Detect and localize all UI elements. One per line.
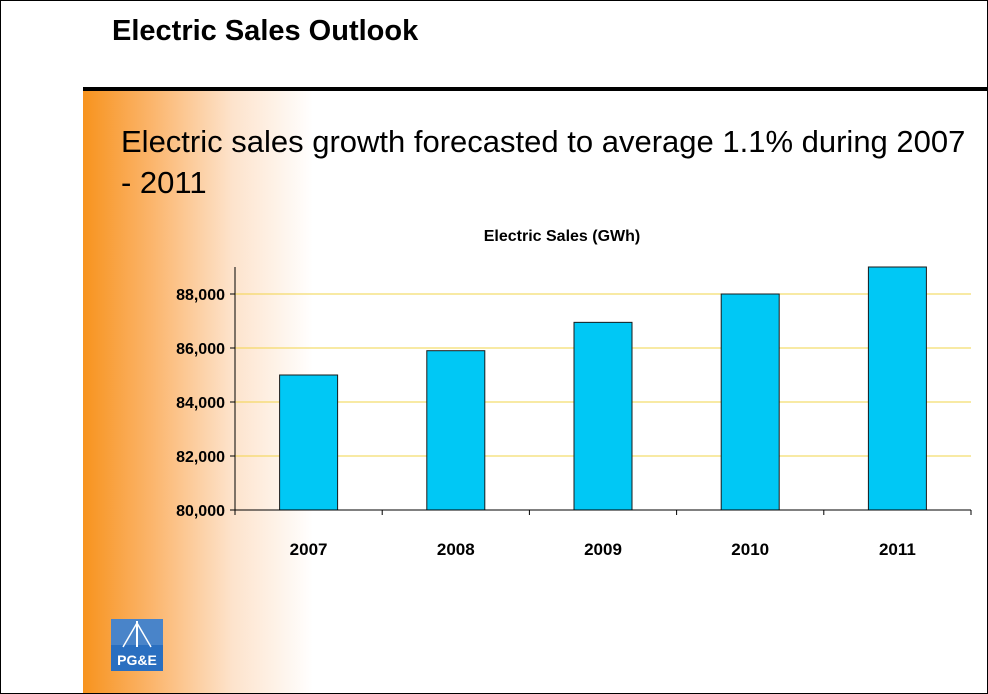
pge-logo: PG&E: [111, 619, 163, 671]
headline: Electric sales growth forecasted to aver…: [121, 124, 966, 200]
bar-2010: [720, 293, 780, 511]
svg-text:PG&E: PG&E: [117, 652, 157, 668]
bar-2009: [573, 321, 633, 511]
title-divider: [83, 87, 987, 91]
chart-title: Electric Sales (GWh): [484, 228, 641, 245]
slide-title: Electric Sales Outlook: [112, 15, 419, 47]
y-tick-label: 84,000: [176, 395, 225, 412]
y-tick-label: 80,000: [176, 503, 225, 520]
bar-2011: [867, 266, 927, 511]
bar-2008: [426, 350, 486, 511]
y-tick-label: 86,000: [176, 341, 225, 358]
x-tick-label: 2007: [290, 540, 328, 559]
x-tick-label: 2008: [437, 540, 475, 559]
x-tick-label: 2011: [879, 540, 916, 559]
y-tick-label: 88,000: [176, 287, 225, 304]
x-tick-label: 2009: [584, 540, 622, 559]
x-tick-label: 2010: [731, 540, 769, 559]
y-tick-label: 82,000: [176, 449, 225, 466]
side-gradient-bar: [83, 91, 313, 693]
bar-2007: [279, 374, 339, 511]
